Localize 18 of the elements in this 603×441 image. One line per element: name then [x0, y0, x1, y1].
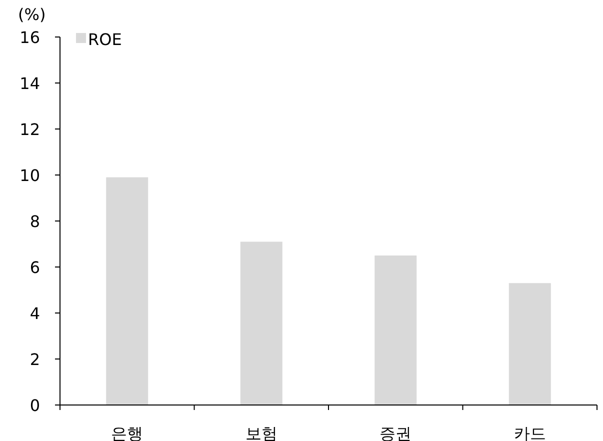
y-axis-title: (%) [18, 5, 46, 24]
y-tick-label: 0 [30, 396, 40, 415]
y-tick-label: 2 [30, 350, 40, 369]
y-tick-label: 10 [20, 166, 40, 185]
x-tick-label: 카드 [514, 424, 546, 441]
y-tick-label: 8 [30, 212, 40, 231]
x-tick-label: 증권 [380, 424, 412, 441]
y-tick-label: 6 [30, 258, 40, 277]
x-tick-label: 은행 [111, 424, 144, 441]
y-tick-label: 4 [30, 304, 40, 323]
bar [240, 242, 282, 405]
bar [374, 256, 417, 405]
y-tick-label: 12 [20, 120, 40, 139]
y-tick-label: 14 [20, 74, 40, 93]
bar [508, 283, 551, 405]
bar [106, 177, 148, 405]
y-tick-label: 16 [20, 28, 40, 47]
legend-label: ROE [88, 30, 122, 49]
